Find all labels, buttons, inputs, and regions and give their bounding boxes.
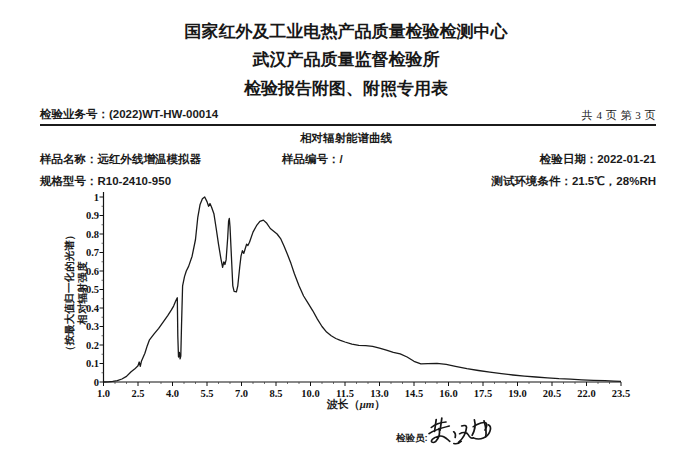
svg-text:1: 1: [94, 192, 99, 203]
svg-text:19.0: 19.0: [508, 388, 526, 399]
svg-text:17.5: 17.5: [474, 388, 492, 399]
svg-text:22.0: 22.0: [577, 388, 595, 399]
spectral-curve-chart: 00.10.20.30.40.50.60.70.80.911.02.54.05.…: [0, 0, 692, 452]
inspector-signature: [421, 406, 499, 452]
svg-text:7.0: 7.0: [235, 388, 248, 399]
svg-text:23.5: 23.5: [612, 388, 630, 399]
svg-text:16.0: 16.0: [439, 388, 457, 399]
svg-text:4.0: 4.0: [166, 388, 179, 399]
svg-text:8.5: 8.5: [269, 388, 282, 399]
svg-text:2.5: 2.5: [131, 388, 144, 399]
chart-x-axis-label: 波长（μm）: [296, 397, 416, 412]
svg-text:20.5: 20.5: [543, 388, 561, 399]
svg-text:5.5: 5.5: [200, 388, 213, 399]
svg-text:0: 0: [94, 377, 99, 388]
svg-text:1.0: 1.0: [97, 388, 110, 399]
chart-y-axis-label: （按最大值归一化的光谱）相对辐射强度: [63, 173, 89, 413]
